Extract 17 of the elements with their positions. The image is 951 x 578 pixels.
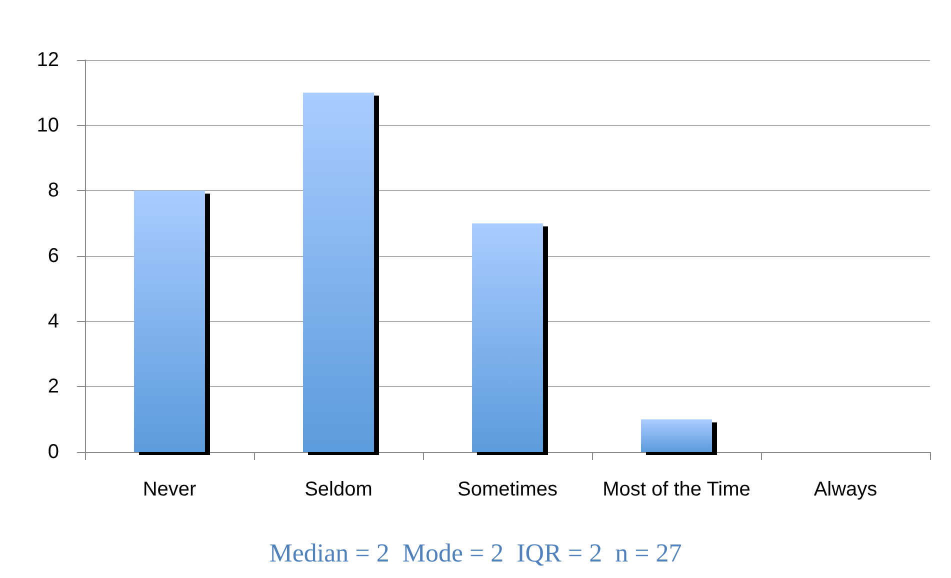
- y-tick-label: 10: [36, 114, 59, 136]
- x-tick-label: Sometimes: [457, 478, 558, 500]
- bar: [303, 92, 374, 452]
- bar: [641, 419, 712, 452]
- bar: [472, 223, 543, 452]
- x-tick-label: Always: [814, 478, 878, 500]
- bar: [134, 190, 205, 452]
- y-tick-label: 0: [48, 441, 59, 463]
- y-tick-label: 6: [48, 245, 59, 267]
- y-tick-label: 12: [36, 49, 59, 71]
- x-tick-label: Never: [142, 478, 197, 500]
- x-tick-label: Most of the Time: [602, 478, 750, 500]
- x-tick-label: Seldom: [304, 478, 372, 500]
- y-tick-label: 4: [48, 310, 59, 332]
- y-tick-label: 2: [48, 376, 59, 398]
- y-tick-label: 8: [48, 180, 59, 202]
- text: Median = 2 Mode = 2 IQR = 2 n = 27: [269, 538, 682, 568]
